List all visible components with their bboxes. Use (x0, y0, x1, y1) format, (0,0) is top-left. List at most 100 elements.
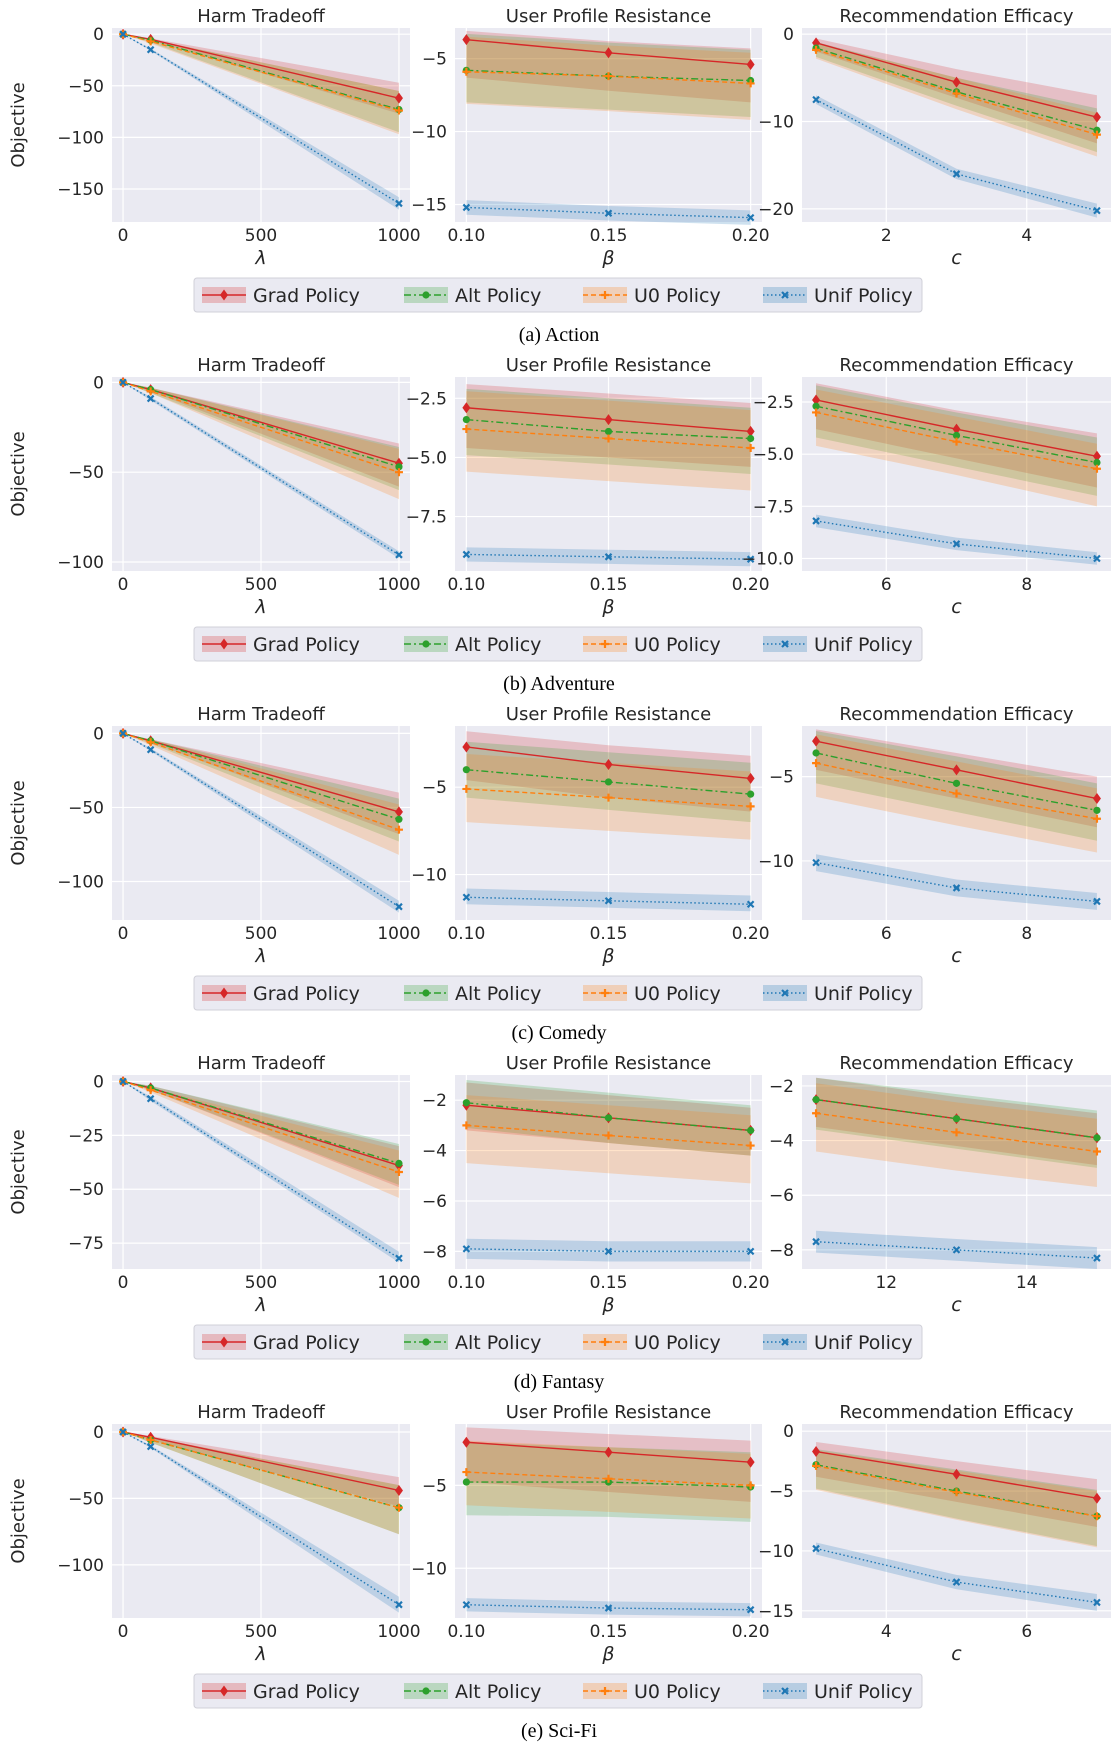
y-tick-label: −5 (422, 778, 447, 798)
point-grad (746, 425, 755, 437)
x-tick-label: 0.15 (590, 575, 628, 595)
y-tick-label: −10.0 (742, 549, 794, 569)
legend-marker (601, 640, 609, 648)
x-tick-label: 0.10 (447, 1273, 485, 1293)
legend-item-unif: Unif Policy (763, 634, 913, 656)
point-u0 (952, 89, 961, 98)
y-tick-label: −10 (411, 123, 447, 143)
line-alt (466, 1481, 751, 1488)
subplot-title: Harm Tradeoff (197, 6, 325, 27)
line-alt (466, 69, 751, 82)
plot-area (802, 1075, 1111, 1269)
point-u0 (462, 425, 471, 434)
band-grad (816, 729, 1097, 828)
x-axis-label: β (601, 596, 614, 618)
point-alt (952, 779, 961, 787)
x-tick-label: 8 (1021, 924, 1032, 944)
point-u0 (952, 437, 961, 446)
legend-label: U0 Policy (634, 1681, 721, 1703)
point-unif (1093, 554, 1101, 563)
x-tick-label: 0 (118, 226, 129, 246)
legend-item-alt: Alt Policy (404, 634, 541, 656)
line-unif (466, 206, 751, 219)
subplot-title: Harm Tradeoff (197, 355, 325, 376)
point-grad (462, 34, 471, 46)
point-grad (812, 735, 821, 747)
line-alt (815, 1464, 1098, 1517)
point-unif (604, 1604, 613, 1612)
point-grad (604, 47, 613, 59)
subplot-5-3: 4 6 0 −5 −10 −15 Recommendation Efficacy c (758, 1402, 1111, 1665)
band-grad (123, 34, 399, 114)
point-u0 (746, 1481, 755, 1490)
point-u0 (952, 1488, 961, 1497)
subplot-title: Harm Tradeoff (197, 1053, 325, 1074)
point-grad (952, 76, 961, 88)
line-unif (466, 1604, 751, 1611)
band-alt (123, 382, 399, 491)
x-tick-label: 12 (875, 1273, 897, 1293)
point-unif (812, 95, 820, 104)
band-grad (466, 1427, 751, 1502)
x-axis-label: λ (254, 1294, 266, 1316)
legend-marker (601, 1687, 609, 1695)
band-u0 (123, 34, 399, 135)
x-tick-label: 0 (118, 575, 129, 595)
band-unif (816, 1542, 1097, 1611)
y-tick-label: −10 (758, 113, 794, 133)
point-unif (119, 1077, 127, 1086)
legend: Grad Policy Alt Policy U0 Policy Unif Polic… (193, 1324, 923, 1360)
legend: Grad Policy Alt Policy U0 Policy Unif Polic… (193, 277, 923, 313)
y-tick-label: −50 (68, 1489, 104, 1509)
point-unif (462, 1245, 471, 1253)
legend-marker (220, 1685, 228, 1697)
band-alt (816, 1449, 1097, 1547)
x-tick-label: 1000 (377, 1622, 420, 1642)
legend-marker (422, 1687, 430, 1695)
x-tick-label: 500 (245, 1622, 277, 1642)
legend: Grad Policy Alt Policy U0 Policy Unif Polic… (193, 975, 923, 1011)
band-grad (466, 30, 751, 103)
subplot-1-1: 0 500 1000 0 −50 −100 −150 Harm Tradeoff λ Object… (8, 6, 421, 269)
subplot-5-2: 0.10 0.15 0.20 −5 −10 User Profile Resistance… (411, 1402, 769, 1665)
line-unif (815, 99, 1098, 212)
x-tick-label: 0.15 (590, 1273, 628, 1293)
legend-label: Grad Policy (253, 983, 360, 1005)
y-tick-label: −150 (57, 180, 104, 200)
y-tick-label: −10 (758, 852, 794, 872)
point-unif (812, 858, 820, 867)
legend-item-alt: Alt Policy (404, 1332, 541, 1354)
line-alt (122, 33, 400, 111)
point-unif (604, 209, 613, 218)
x-tick-label: 2 (881, 226, 892, 246)
point-u0 (812, 45, 821, 54)
x-tick-label: 0.15 (590, 1622, 628, 1642)
y-tick-label: −100 (57, 1556, 104, 1576)
legend-label: Alt Policy (455, 634, 541, 656)
point-u0 (1092, 814, 1101, 823)
point-alt (812, 749, 820, 757)
legend-item-unif: Unif Policy (763, 983, 913, 1005)
legend-label: U0 Policy (634, 1332, 721, 1354)
subplot-3-1: 0 500 1000 0 −50 −100 Harm Tradeoff λ Objective (8, 704, 421, 967)
x-axis-label: β (601, 247, 614, 269)
legend-item-unif: Unif Policy (763, 285, 913, 307)
y-axis-label: Objective (8, 431, 29, 516)
point-unif (604, 1247, 613, 1256)
legend-label: Unif Policy (814, 634, 913, 656)
point-u0 (746, 79, 755, 88)
point-u0 (146, 1435, 155, 1444)
line-alt (466, 418, 751, 440)
subplot-title: Recommendation Efficacy (839, 1053, 1073, 1074)
legend-item-u0: U0 Policy (583, 1681, 721, 1703)
x-tick-label: 0.20 (732, 924, 770, 944)
band-unif (816, 514, 1097, 565)
y-tick-label: 0 (93, 1072, 104, 1092)
legend-item-grad: Grad Policy (202, 285, 360, 307)
x-tick-label: 4 (1021, 226, 1032, 246)
x-tick-label: 500 (245, 1273, 277, 1293)
subplot-2-2: 0.10 0.15 0.20 −2.5 −5.0 −7.5 User Profile Res… (406, 355, 770, 618)
legend: Grad Policy Alt Policy U0 Policy Unif Polic… (193, 626, 923, 662)
line-u0 (815, 1112, 1098, 1153)
